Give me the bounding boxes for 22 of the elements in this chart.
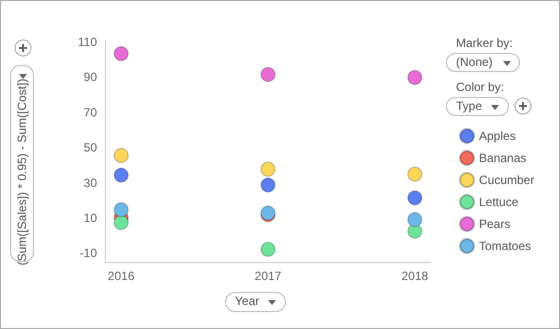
text: Color by: [456,80,504,94]
y-tick-label: 30 [84,176,98,190]
y-tick-label: 70 [84,105,98,120]
y-tick-label: 90 [84,70,98,84]
text: (None) [456,55,493,69]
x-tick-label: 2018 [401,269,429,283]
legend-label: Lettuce [479,195,519,209]
legend-label: Tomatoes [479,239,532,253]
legend-label: Pears [479,217,510,231]
legend-label: Apples [479,129,516,143]
x-axis-title: Year [235,294,260,308]
y-axis-title: (Sum([Sales]) * 0.95) - Sum([Cost]) [15,78,29,266]
text: Marker by: [456,36,513,50]
x-tick-label: 2016 [108,269,135,283]
text: Type [456,99,482,113]
y-tick-label: -10 [80,246,98,260]
y-tick-label: 110 [78,34,98,49]
legend-label: Bananas [479,151,526,165]
y-tick-label: 10 [84,210,98,225]
y-tick-label: 50 [84,140,98,155]
x-tick-label: 2017 [254,269,282,283]
legend-label: Cucumber [479,173,534,187]
